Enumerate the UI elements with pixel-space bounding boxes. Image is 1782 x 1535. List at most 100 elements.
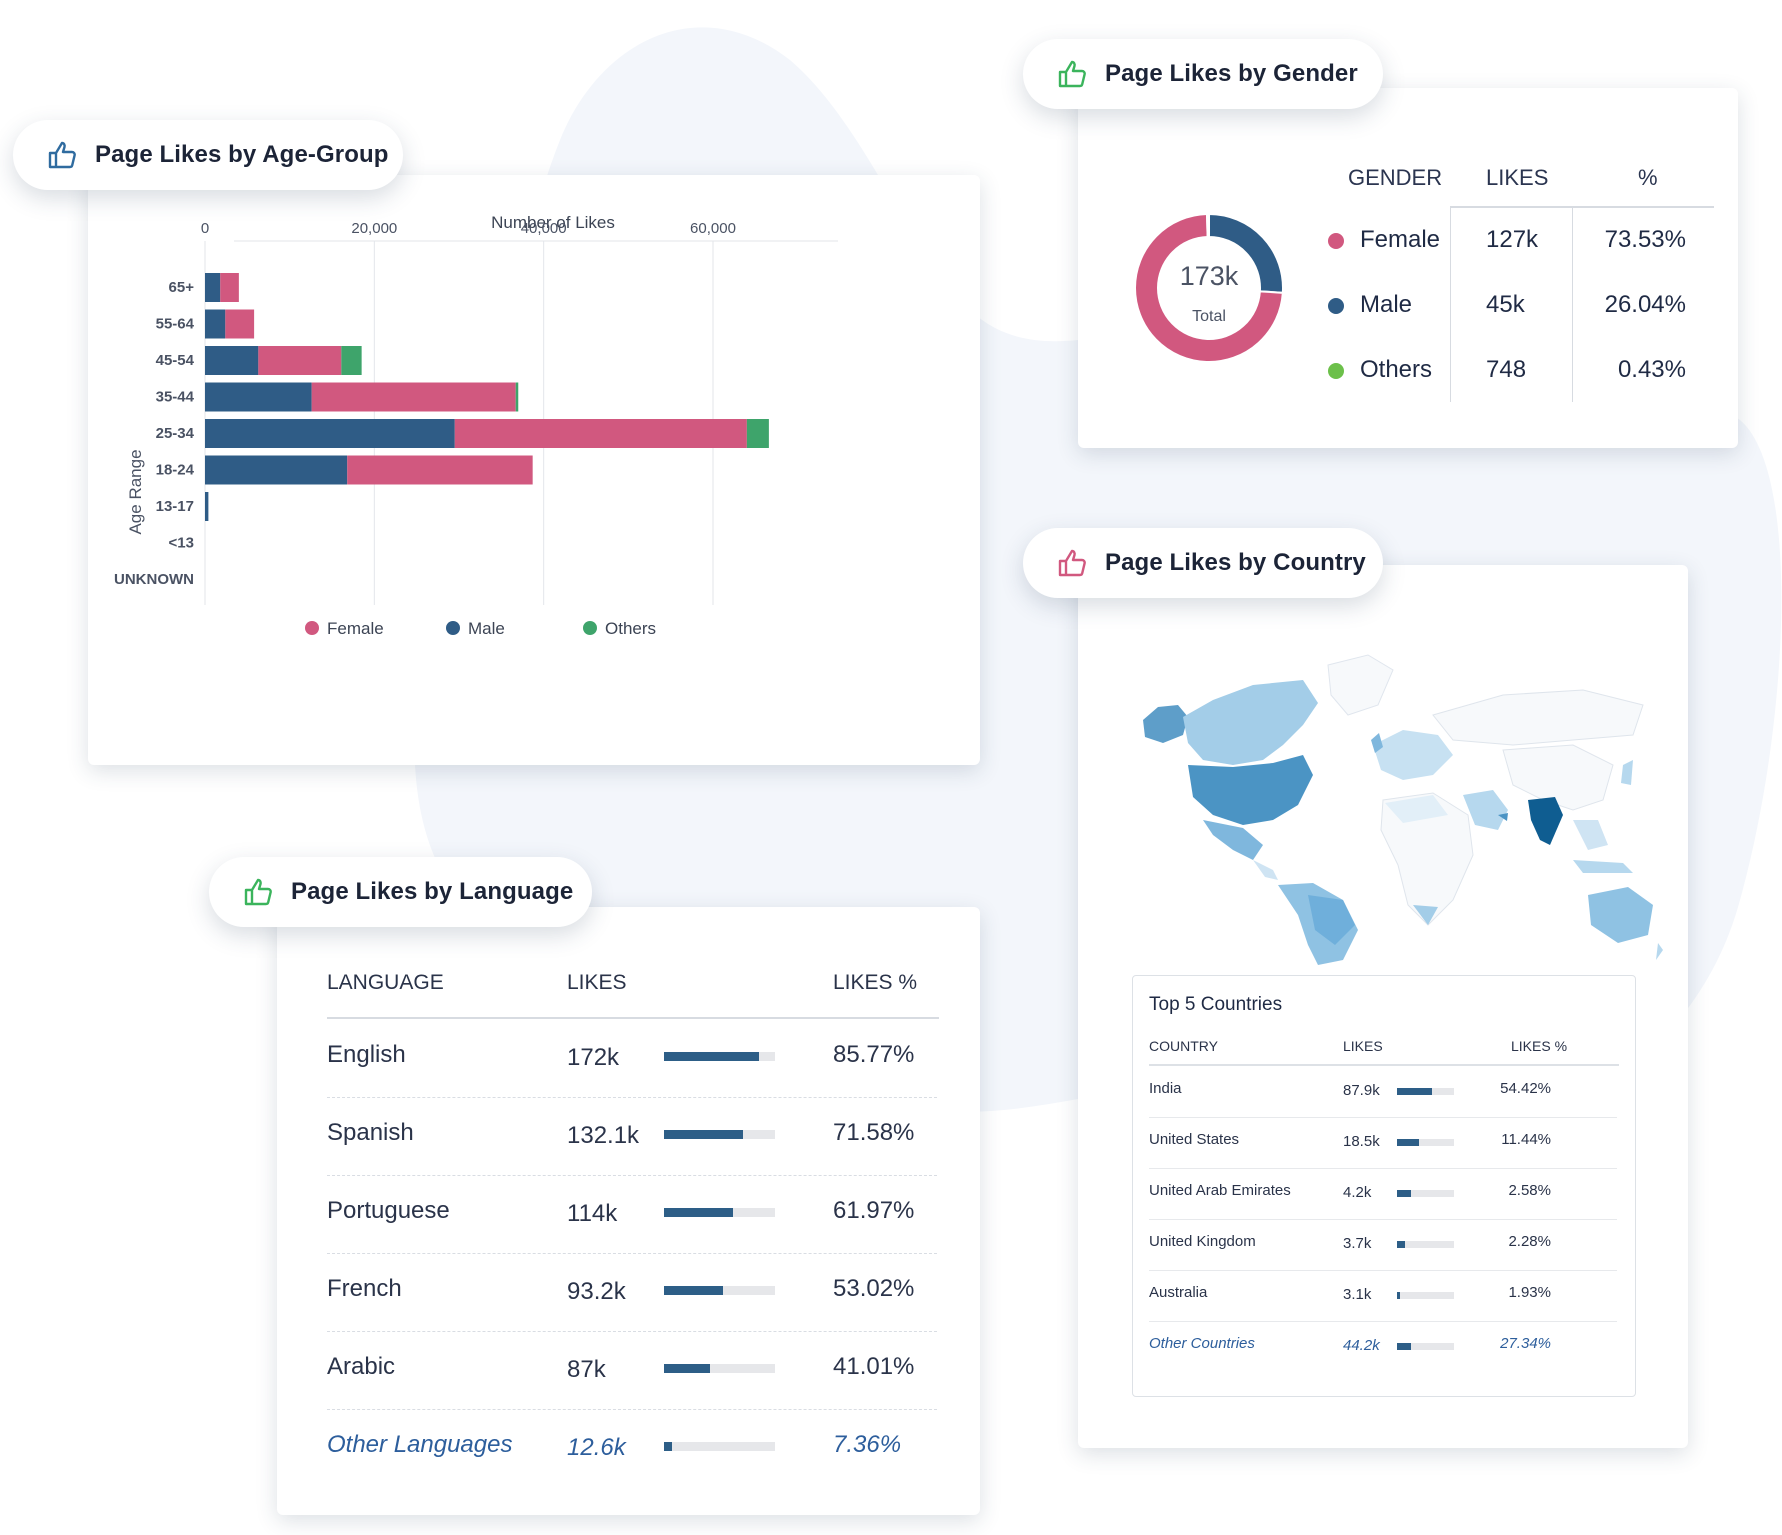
language-header-row: LANGUAGE LIKES LIKES % — [327, 969, 939, 1019]
language-progress-bar — [664, 1208, 775, 1217]
language-likes: 12.6k — [567, 1434, 626, 1461]
map-alaska — [1143, 705, 1188, 743]
bar-female-4554 — [258, 346, 342, 375]
top-countries-table: COUNTRY LIKES LIKES % India 87.9k 54.42% Un… — [1149, 1038, 1619, 1378]
language-likes: 132.1k — [567, 1122, 640, 1149]
bar-male-2534 — [205, 419, 455, 448]
language-progress-fill — [664, 1052, 760, 1061]
language-table: LANGUAGE LIKES LIKES % English 172k 85.77%… — [327, 969, 942, 1489]
legend-dot-male — [1328, 298, 1344, 314]
map-europe — [1373, 730, 1453, 780]
x-tick-label: 60,000 — [690, 220, 736, 237]
legend-swatch-female — [305, 621, 319, 635]
likes-col-header: LIKES — [1343, 1038, 1383, 1054]
language-name: Other Languages — [327, 1431, 513, 1458]
bar-female-3544 — [311, 382, 516, 412]
age-group-title-pill: Page Likes by Age-Group — [13, 120, 403, 190]
donut-slice-female — [1134, 212, 1284, 363]
country-name: India — [1149, 1080, 1182, 1097]
gender-title: Page Likes by Gender — [1105, 60, 1358, 87]
donut-slice-others — [1205, 212, 1210, 239]
country-progress-bar — [1397, 1292, 1454, 1299]
gender-header: GENDER — [1348, 165, 1443, 190]
language-pct: 53.02% — [833, 1275, 915, 1302]
language-progress-bar — [664, 1130, 775, 1139]
country-pct: 54.42% — [1500, 1080, 1551, 1097]
country-row: United States 18.5k 11.44% — [1149, 1117, 1617, 1169]
country-pct: 27.34% — [1500, 1335, 1551, 1352]
language-progress-bar — [664, 1052, 775, 1061]
language-progress-fill — [664, 1130, 744, 1139]
country-row: India 87.9k 54.42% — [1149, 1066, 1617, 1118]
legend-swatch-male — [446, 621, 460, 635]
language-row: Spanish 132.1k 71.58% — [327, 1097, 937, 1176]
country-progress-fill — [1397, 1139, 1419, 1146]
country-pct: 1.93% — [1508, 1284, 1551, 1301]
gender-card: 173k Total GENDER LIKES % Female 127k 73… — [1078, 88, 1738, 448]
bar-female-5564 — [225, 309, 255, 339]
language-row: French 93.2k 53.02% — [327, 1253, 937, 1332]
pct-col-header: LIKES % — [833, 971, 918, 994]
gender-female: Female — [1360, 226, 1441, 253]
map-uae — [1498, 813, 1508, 821]
bar-female-1824 — [347, 455, 533, 485]
age-group-card: Number of Likes Age Range 0 20,000 40,000 6… — [88, 175, 980, 765]
language-name: Spanish — [327, 1119, 414, 1146]
map-asia — [1502, 744, 1614, 811]
thumbs-up-icon — [1055, 546, 1089, 580]
likes-female: 127k — [1486, 226, 1539, 253]
language-progress-fill — [664, 1442, 673, 1451]
country-likes: 87.9k — [1343, 1082, 1380, 1099]
bar-male-3544 — [205, 382, 312, 412]
legend-dot-others — [1328, 363, 1344, 379]
likes-header: LIKES — [1486, 165, 1549, 190]
y-axis-label: Age Range — [126, 449, 145, 534]
country-name: United Kingdom — [1149, 1233, 1256, 1250]
language-likes: 114k — [567, 1200, 618, 1227]
language-likes: 172k — [567, 1044, 620, 1071]
chart-title: Number of Likes — [491, 213, 615, 232]
country-progress-bar — [1397, 1190, 1454, 1197]
country-progress-bar — [1397, 1139, 1454, 1146]
bar-male-5564 — [205, 309, 226, 339]
legend-dot-female — [1328, 233, 1344, 249]
y-tick-label: 65+ — [169, 279, 195, 296]
country-likes: 3.7k — [1343, 1235, 1372, 1252]
language-row: English 172k 85.77% — [327, 1019, 937, 1098]
bar-male-1824 — [205, 455, 348, 485]
language-likes: 87k — [567, 1356, 606, 1383]
pct-female: 73.53% — [1604, 226, 1686, 253]
thumbs-up-icon — [45, 138, 79, 172]
country-name: United Arab Emirates — [1149, 1182, 1291, 1199]
language-name: Portuguese — [327, 1197, 450, 1224]
country-pct: 11.44% — [1501, 1131, 1551, 1148]
bar-others-3544 — [515, 382, 519, 412]
language-progress-fill — [664, 1286, 723, 1295]
likes-col-header: LIKES — [567, 971, 627, 994]
language-progress-bar — [664, 1286, 775, 1295]
country-row-other: Other Countries 44.2k 27.34% — [1149, 1321, 1617, 1372]
language-pct: 85.77% — [833, 1041, 915, 1068]
map-mexico — [1203, 820, 1263, 860]
map-new-zealand — [1656, 943, 1663, 960]
map-greenland — [1327, 654, 1394, 716]
y-tick-label: 35-44 — [156, 389, 195, 406]
country-likes: 3.1k — [1343, 1286, 1372, 1303]
language-progress-bar — [664, 1442, 775, 1451]
country-progress-fill — [1397, 1292, 1401, 1299]
language-pct: 61.97% — [833, 1197, 915, 1224]
y-tick-label: 45-54 — [156, 352, 195, 369]
country-progress-bar — [1397, 1088, 1454, 1095]
y-tick-label: <13 — [169, 535, 194, 552]
bar-male-4554 — [205, 346, 259, 375]
y-tick-label: 55-64 — [156, 316, 195, 333]
country-progress-fill — [1397, 1343, 1411, 1350]
legend-label-male: Male — [468, 619, 505, 638]
language-card: LANGUAGE LIKES LIKES % English 172k 85.77%… — [277, 907, 980, 1515]
language-pct: 71.58% — [833, 1119, 915, 1146]
column-divider — [1572, 206, 1573, 402]
language-row: Arabic 87k 41.01% — [327, 1331, 937, 1410]
country-progress-bar — [1397, 1343, 1454, 1350]
country-card: Top 5 Countries COUNTRY LIKES LIKES % In… — [1078, 565, 1688, 1448]
map-central-america — [1253, 860, 1278, 880]
